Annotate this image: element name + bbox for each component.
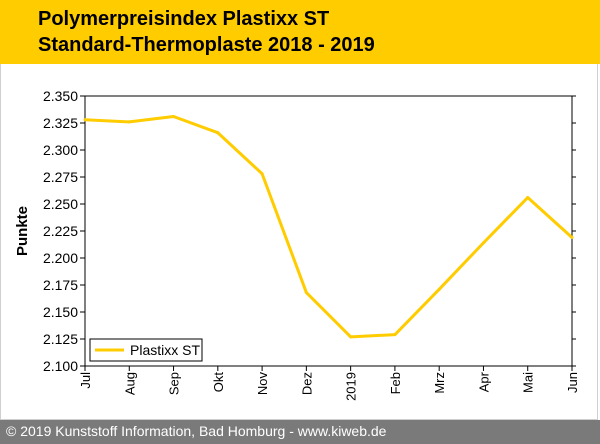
x-tick-label: 2019 xyxy=(344,372,359,401)
x-tick-label: Feb xyxy=(388,372,403,394)
y-tick-label: 2.125 xyxy=(43,331,78,347)
x-tick-label: Apr xyxy=(476,371,491,392)
data-point xyxy=(526,196,530,200)
legend-box xyxy=(89,338,203,362)
x-tick-label: Jun xyxy=(565,372,580,393)
y-tick-label: 2.175 xyxy=(43,277,78,293)
y-tick-label: 2.275 xyxy=(43,169,78,185)
y-tick-label: 2.350 xyxy=(43,88,78,104)
x-tick-label: Dez xyxy=(299,372,314,395)
copyright-text: © 2019 Kunststoff Information, Bad Hombu… xyxy=(6,423,387,439)
line-chart: 2.350 2.325 2.300 2.275 2.250 2.225 2.200 2.175… xyxy=(14,88,580,401)
title-bar: Polymerpreisindex Plastixx ST Standard-T… xyxy=(0,0,600,64)
legend-label: Plastixx ST xyxy=(130,342,200,358)
data-point xyxy=(172,115,176,119)
y-tick-label: 2.225 xyxy=(43,223,78,239)
chart-frame: 2.350 2.325 2.300 2.275 2.250 2.225 2.200 2.175… xyxy=(0,64,598,420)
y-tick-label: 2.100 xyxy=(43,358,78,374)
y-tick-label: 2.250 xyxy=(43,196,78,212)
series-line xyxy=(84,115,574,339)
chart-title: Polymerpreisindex Plastixx ST xyxy=(38,8,330,30)
data-point xyxy=(437,287,441,291)
data-point xyxy=(83,118,87,122)
y-tick-label: 2.325 xyxy=(43,115,78,131)
footer: © 2019 Kunststoff Information, Bad Hombu… xyxy=(0,420,600,444)
data-point xyxy=(570,235,574,239)
data-point xyxy=(260,172,264,176)
x-tick-label: Mai xyxy=(521,372,536,393)
data-point xyxy=(127,120,131,124)
x-tick-label: Sep xyxy=(167,372,182,395)
x-tick-label: Aug xyxy=(122,372,137,395)
x-tick-label: Nov xyxy=(255,372,270,396)
y-tick-label: 2.300 xyxy=(43,142,78,158)
x-tick-label: Okt xyxy=(211,372,226,393)
y-tick-label: 2.200 xyxy=(43,250,78,266)
chart-subtitle: Standard-Thermoplaste 2018 - 2019 xyxy=(38,34,375,56)
plot-area xyxy=(84,95,573,367)
data-point xyxy=(349,335,353,339)
data-point xyxy=(216,131,220,135)
x-tick-label: Jul xyxy=(78,372,93,389)
y-axis-label: Punkte xyxy=(14,206,31,256)
y-tick-label: 2.150 xyxy=(43,304,78,320)
data-point xyxy=(393,333,397,337)
x-tick-label: Mrz xyxy=(432,372,447,394)
data-point xyxy=(481,241,485,245)
data-point xyxy=(304,291,308,295)
